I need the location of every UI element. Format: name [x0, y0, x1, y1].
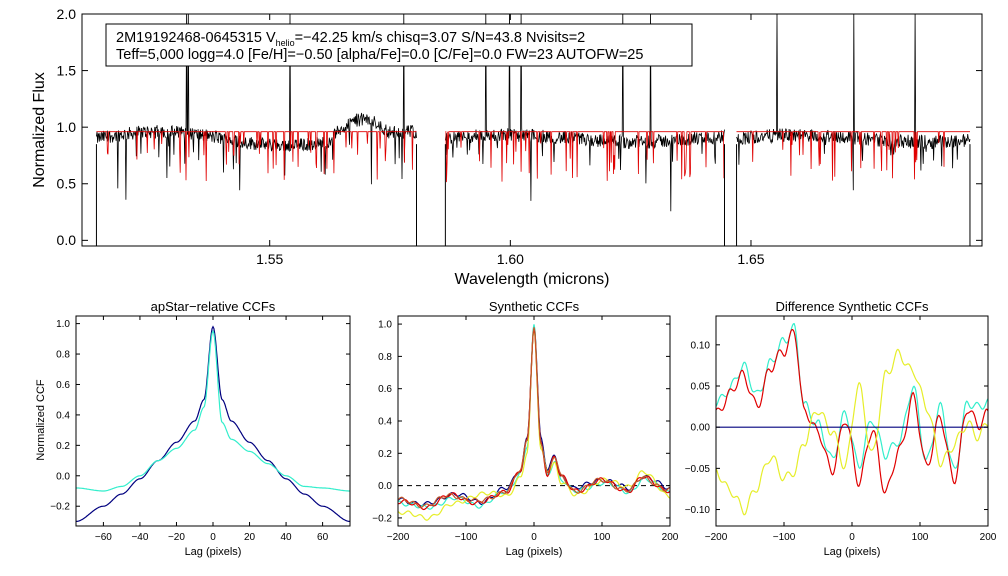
y-tick-label: 0.8 — [378, 352, 392, 363]
info-line-1: 2M19192468-0645315 Vhelio=−42.25 km/s ch… — [116, 30, 585, 48]
x-tick-label: 0 — [531, 532, 537, 543]
y-tick-label: 0.8 — [56, 350, 70, 361]
y-tick-label: 1.0 — [57, 119, 77, 135]
x-tick-label: 200 — [662, 532, 679, 543]
difference-ccf-panel: −200 −100 0 100 200 −0.10 −0.05 0.00 0.05 0.10 D… — [685, 299, 997, 558]
ccf-line-cyan — [716, 323, 988, 469]
ccf-line-yellow — [716, 348, 988, 516]
model-spectrum-line — [736, 131, 970, 181]
info-box — [105, 23, 693, 67]
x-tick-label: 100 — [912, 532, 929, 543]
x-tick-label: −100 — [773, 532, 796, 543]
x-tick-label: 0 — [849, 532, 855, 543]
apstar-ccf-y-label: Normalized CCF — [35, 379, 47, 461]
spectrum-y-label: Normalized Flux — [31, 72, 48, 188]
spectrum-x-label: Wavelength (microns) — [454, 271, 609, 288]
apstar-ccf-frame — [75, 315, 351, 527]
y-tick-label: 0.4 — [378, 417, 392, 428]
model-spectrum-line — [445, 131, 725, 183]
ccf-line-ccf-2 — [76, 329, 350, 492]
y-tick-label: −0.2 — [50, 502, 70, 513]
x-tick-label: 0 — [210, 532, 216, 543]
y-tick-label: 0.0 — [57, 232, 77, 248]
y-tick-label: 0.6 — [378, 384, 392, 395]
y-tick-label: 0.0 — [56, 471, 70, 482]
info-line-2: Teff=5,000 logg=4.0 [Fe/H]=−0.50 [alpha/… — [116, 47, 643, 63]
y-tick-label: 0.2 — [378, 449, 392, 460]
x-tick-label: −100 — [455, 532, 478, 543]
y-tick-label: 0.05 — [691, 382, 711, 393]
x-tick-label: −60 — [95, 532, 112, 543]
ccf-line-navy — [398, 327, 670, 507]
apstar-ccf-x-label: Lag (pixels) — [185, 546, 242, 558]
x-tick-label: −20 — [168, 532, 185, 543]
x-tick-label: 60 — [317, 532, 329, 543]
difference-ccf-frame — [715, 315, 989, 527]
x-tick-label: −200 — [705, 532, 728, 543]
y-tick-label: 0.00 — [691, 423, 711, 434]
y-tick-label: 2.0 — [57, 6, 77, 22]
y-tick-label: 0.2 — [56, 441, 70, 452]
y-tick-label: −0.05 — [685, 464, 711, 475]
observed-spectrum-line — [736, 14, 971, 191]
spectrum-plot-frame — [81, 13, 983, 247]
difference-ccf-x-label: Lag (pixels) — [824, 546, 881, 558]
y-tick-label: −0.10 — [685, 505, 711, 516]
x-tick-label: 200 — [980, 532, 997, 543]
x-tick-label: −40 — [131, 532, 148, 543]
y-tick-label: 0.6 — [56, 380, 70, 391]
apstar-ccf-title: apStar−relative CCFs — [151, 299, 276, 314]
y-tick-label: 0.4 — [56, 410, 70, 421]
synthetic-ccf-title: Synthetic CCFs — [489, 299, 580, 314]
ccf-line-brown — [398, 327, 670, 509]
ccf-line-ccf-1 — [76, 325, 350, 522]
x-tick-label: 1.60 — [497, 251, 524, 267]
synthetic-ccf-x-label: Lag (pixels) — [506, 546, 563, 558]
apstar-ccf-panel: −60 −40 −20 0 20 40 60 −0.20.00.20.40.60.81.0 … — [35, 299, 351, 558]
x-tick-label: −200 — [387, 532, 410, 543]
x-tick-label: 40 — [281, 532, 293, 543]
model-spectrum-line — [96, 131, 417, 182]
y-tick-label: 1.0 — [56, 319, 70, 330]
x-tick-label: 100 — [594, 532, 611, 543]
y-tick-label: 0.5 — [57, 176, 77, 192]
x-tick-label: 20 — [244, 532, 256, 543]
y-tick-label: −0.2 — [372, 513, 392, 524]
y-tick-label: 1.0 — [378, 320, 392, 331]
ccf-line-red — [716, 328, 988, 494]
y-tick-label: 1.5 — [57, 62, 77, 78]
spectrum-panel: 1.55 1.60 1.65 0.0 0.5 1.0 1.5 2.0 Wavelength … — [31, 6, 983, 288]
y-tick-label: 0.10 — [691, 340, 711, 351]
ccf-line-red — [398, 328, 670, 511]
difference-ccf-title: Difference Synthetic CCFs — [776, 299, 929, 314]
y-tick-label: 0.0 — [378, 481, 392, 492]
synthetic-ccf-panel: −200 −100 0 100 200 −0.2 0.0 0.2 0.4 0.6 0.8 1.0 S… — [372, 299, 679, 558]
x-tick-label: 1.55 — [256, 251, 283, 267]
ccf-line-cyan — [398, 324, 670, 510]
synthetic-ccf-frame — [397, 315, 671, 527]
x-tick-label: 1.65 — [737, 251, 764, 267]
